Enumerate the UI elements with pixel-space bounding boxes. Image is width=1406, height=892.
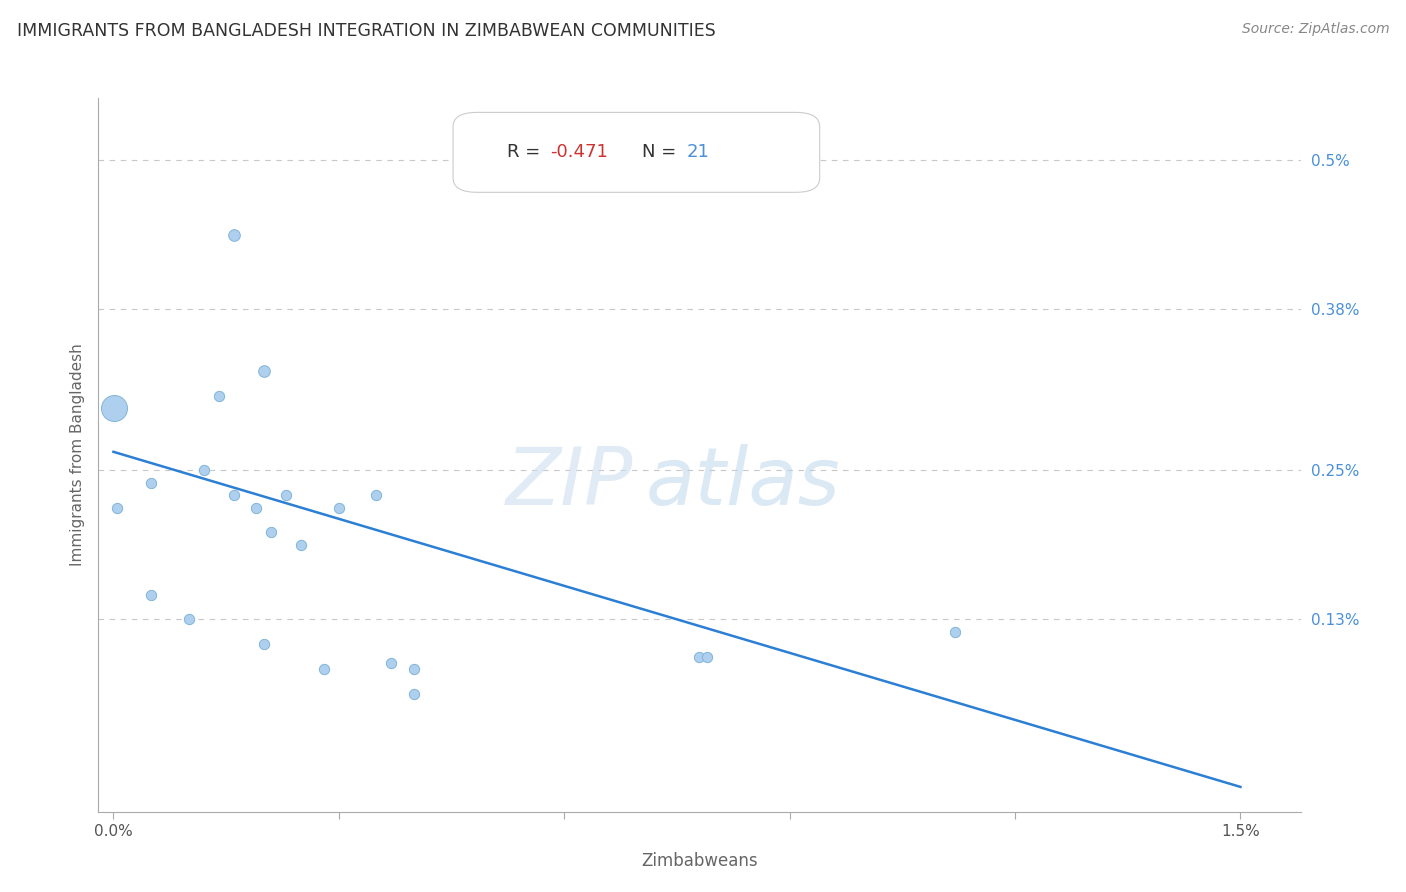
Point bbox=[139, 588, 162, 602]
Point bbox=[260, 525, 283, 540]
Point bbox=[402, 662, 425, 676]
Point bbox=[193, 463, 215, 477]
Point bbox=[208, 389, 231, 403]
Point bbox=[366, 488, 388, 502]
Text: IMMIGRANTS FROM BANGLADESH INTEGRATION IN ZIMBABWEAN COMMUNITIES: IMMIGRANTS FROM BANGLADESH INTEGRATION I… bbox=[17, 22, 716, 40]
FancyBboxPatch shape bbox=[453, 112, 820, 193]
Point bbox=[696, 649, 718, 664]
Point bbox=[139, 475, 162, 490]
Point bbox=[688, 649, 710, 664]
Text: 21: 21 bbox=[688, 144, 710, 161]
Point bbox=[328, 500, 350, 515]
Text: R =: R = bbox=[508, 144, 546, 161]
Text: -0.471: -0.471 bbox=[550, 144, 607, 161]
Point bbox=[253, 637, 276, 651]
Text: atlas: atlas bbox=[645, 444, 841, 523]
Point bbox=[312, 662, 335, 676]
Text: ZIP: ZIP bbox=[506, 444, 633, 523]
Point bbox=[222, 227, 245, 242]
Text: N =: N = bbox=[643, 144, 682, 161]
Point bbox=[290, 538, 312, 552]
Text: Source: ZipAtlas.com: Source: ZipAtlas.com bbox=[1241, 22, 1389, 37]
Point bbox=[222, 488, 245, 502]
Point bbox=[177, 612, 200, 626]
Point bbox=[276, 488, 298, 502]
Point bbox=[105, 500, 128, 515]
Point bbox=[943, 624, 966, 639]
Y-axis label: Immigrants from Bangladesh: Immigrants from Bangladesh bbox=[69, 343, 84, 566]
X-axis label: Zimbabweans: Zimbabweans bbox=[641, 853, 758, 871]
Point bbox=[245, 500, 267, 515]
Point bbox=[103, 401, 125, 416]
Point bbox=[253, 364, 276, 378]
Point bbox=[402, 687, 425, 701]
Point bbox=[380, 656, 402, 670]
